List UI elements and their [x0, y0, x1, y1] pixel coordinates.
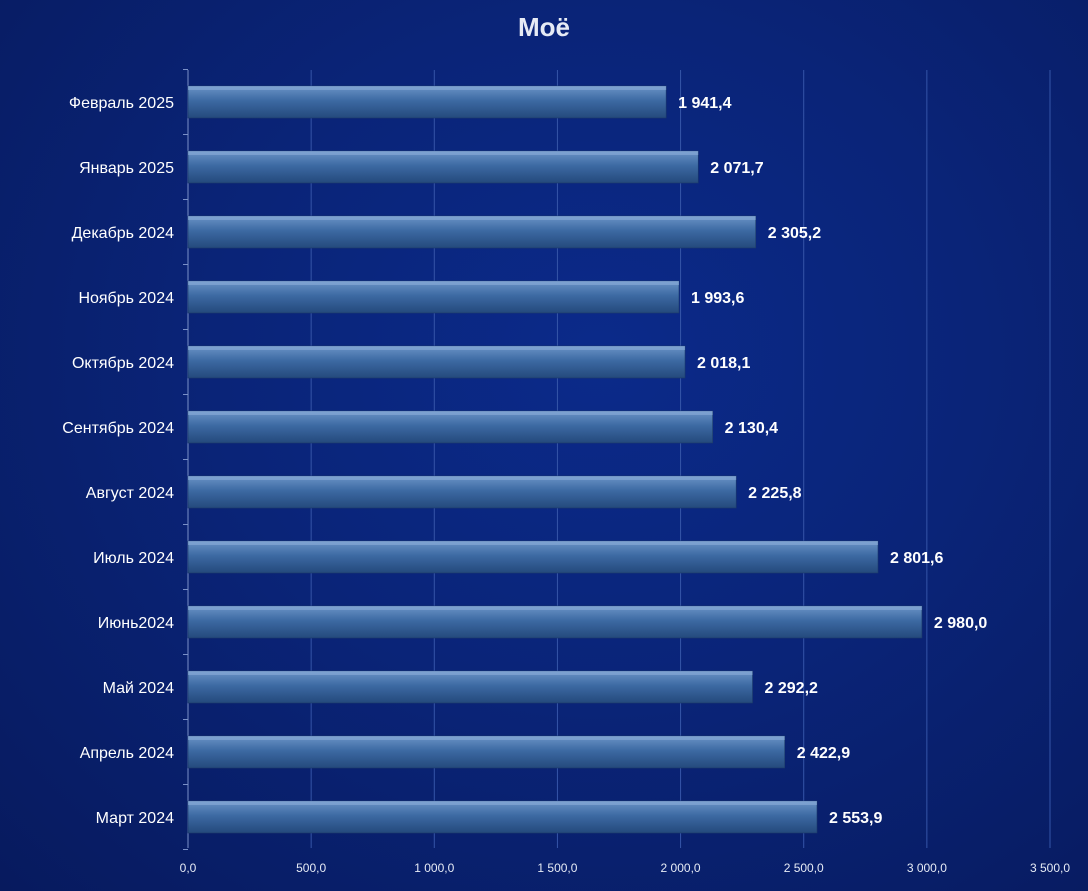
bar: [187, 215, 757, 249]
bar-highlight: [188, 736, 785, 740]
x-tick-label: 1 500,0: [537, 861, 577, 875]
data-label: 2 553,9: [829, 810, 882, 827]
bar: [187, 150, 699, 184]
x-tick-label: 500,0: [296, 861, 326, 875]
bar-highlight: [188, 151, 699, 155]
bar: [187, 475, 737, 509]
bar: [187, 410, 713, 444]
category-label: Январь 2025: [79, 160, 174, 177]
category-label: Март 2024: [96, 810, 174, 827]
bar-highlight: [188, 671, 753, 675]
bar-highlight: [188, 346, 686, 350]
category-label: Июль 2024: [93, 550, 174, 567]
chart-title: Моё: [518, 12, 570, 42]
data-label: 2 292,2: [765, 680, 818, 697]
bar-highlight: [188, 606, 922, 610]
data-label: 2 130,4: [725, 420, 778, 437]
category-label: Октябрь 2024: [72, 355, 174, 372]
bar: [187, 800, 818, 834]
bar: [187, 605, 923, 639]
x-tick-label: 2 500,0: [784, 861, 824, 875]
category-label: Декабрь 2024: [72, 225, 175, 242]
bar: [187, 85, 667, 119]
bar: [187, 670, 753, 704]
category-label: Ноябрь 2024: [78, 290, 174, 307]
category-label: Август 2024: [86, 485, 174, 502]
bar: [187, 540, 879, 574]
data-label: 1 993,6: [691, 290, 744, 307]
bar: [187, 280, 680, 314]
x-tick-label: 2 000,0: [661, 861, 701, 875]
data-label: 2 305,2: [768, 225, 821, 242]
data-label: 1 941,4: [678, 95, 731, 112]
category-label: Май 2024: [103, 680, 174, 697]
data-label: 2 801,6: [890, 550, 943, 567]
bar-highlight: [188, 801, 817, 805]
bar-highlight: [188, 216, 756, 220]
data-label: 2 980,0: [934, 615, 987, 632]
x-tick-label: 3 500,0: [1030, 861, 1070, 875]
data-label: 2 422,9: [797, 745, 850, 762]
bar-highlight: [188, 476, 737, 480]
x-tick-label: 3 000,0: [907, 861, 947, 875]
category-label: Июнь2024: [98, 615, 174, 632]
bar: [187, 345, 686, 379]
category-label: Сентябрь 2024: [62, 420, 174, 437]
x-tick-label: 1 000,0: [414, 861, 454, 875]
category-label: Апрель 2024: [80, 745, 174, 762]
bar-highlight: [188, 541, 878, 545]
data-label: 2 071,7: [710, 160, 763, 177]
bar-highlight: [188, 86, 667, 90]
bar-highlight: [188, 411, 713, 415]
data-label: 2 225,8: [748, 485, 801, 502]
bar-highlight: [188, 281, 679, 285]
data-label: 2 018,1: [697, 355, 750, 372]
category-label: Февраль 2025: [69, 95, 174, 112]
bar: [187, 735, 786, 769]
x-tick-label: 0,0: [180, 861, 197, 875]
